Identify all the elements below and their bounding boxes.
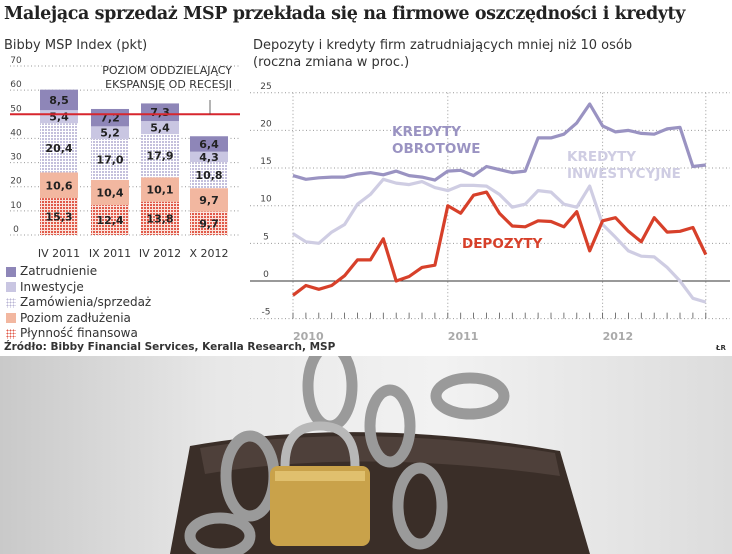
line-x-tick-label: 2011 xyxy=(448,330,479,343)
line-y-tick-label: 25 xyxy=(260,82,271,92)
bar-y-tick-label: 70 xyxy=(10,56,22,66)
bar-legend: Zatrudnienie Inwestycje Zamówienia/sprzeda… xyxy=(6,264,151,342)
bar-y-tick-label: 10 xyxy=(10,201,22,211)
legend-item: Zamówienia/sprzedaż xyxy=(6,295,151,311)
line-y-tick-label: 15 xyxy=(260,157,271,167)
legend-label: Płynność finansowa xyxy=(20,326,138,340)
bar-value-label: 5,4 xyxy=(150,122,170,135)
series-label: OBROTOWE xyxy=(392,141,480,157)
bar-value-label: 8,5 xyxy=(49,94,69,107)
legend-label: Poziom zadłużenia xyxy=(20,310,131,325)
series-line-kredyty-inwestycyjne xyxy=(292,177,707,304)
bar-y-tick-label: 60 xyxy=(10,80,22,90)
legend-item: Poziom zadłużenia xyxy=(6,311,151,327)
legend-item: Płynność finansowa xyxy=(6,326,151,342)
bar-y-tick-label: 30 xyxy=(10,153,22,163)
credit: ŁR xyxy=(716,344,726,352)
series-label: KREDYTY xyxy=(567,149,636,165)
page-title: Malejąca sprzedaż MSP przekłada się na f… xyxy=(4,4,685,24)
bar-segment xyxy=(141,177,179,202)
series-label: INWESTYCYJNE xyxy=(567,166,681,182)
legend-swatch xyxy=(6,328,16,339)
bar-segment xyxy=(190,136,228,152)
bar-segment xyxy=(141,121,179,135)
bar-value-label: 5,4 xyxy=(49,111,69,124)
bar-value-label: 13,8 xyxy=(146,212,173,225)
bar-value-label: 9,7 xyxy=(199,217,219,230)
bar-segment xyxy=(91,126,129,139)
bar-y-tick-label: 40 xyxy=(10,128,22,138)
photo-wallet-chained-padlock xyxy=(0,356,732,554)
bar-value-label: 12,4 xyxy=(96,214,123,227)
line-x-tick-label: 2010 xyxy=(293,330,324,343)
line-y-tick-label: 0 xyxy=(263,270,269,280)
bar-value-label: 17,9 xyxy=(146,150,173,163)
bar-x-tick-label: IX 2011 xyxy=(89,247,131,260)
legend-swatch xyxy=(6,313,16,324)
bar-segment xyxy=(190,211,228,235)
legend-item: Zatrudnienie xyxy=(6,264,151,280)
legend-label: Zamówienia/sprzedaż xyxy=(20,295,152,309)
bar-value-label: 17,0 xyxy=(96,153,123,166)
bar-value-label: 10,8 xyxy=(195,169,222,182)
bar-segment xyxy=(91,205,129,235)
series-line-depozyty xyxy=(292,190,708,297)
annotation-line-1: POZIOM ODDZIELAJĄCY xyxy=(102,64,232,77)
line-x-tick-label: 2012 xyxy=(603,330,634,343)
legend-item: Inwestycje xyxy=(6,280,151,296)
bar-chart-title: Bibby MSP Index (pkt) xyxy=(4,38,148,53)
legend-label: Inwestycje xyxy=(20,279,84,294)
bar-value-label: 9,7 xyxy=(199,194,219,207)
bar-value-label: 10,1 xyxy=(146,183,173,196)
bar-value-label: 6,4 xyxy=(199,138,219,151)
bar-y-tick-label: 20 xyxy=(10,177,22,187)
line-y-tick-label: 5 xyxy=(263,232,269,242)
series-label: KREDYTY xyxy=(392,124,461,140)
bar-segment xyxy=(91,179,129,206)
bar-x-tick-label: X 2012 xyxy=(189,247,228,260)
bar-segment xyxy=(190,151,228,163)
bar-segment xyxy=(141,201,179,235)
bar-value-label: 4,3 xyxy=(199,151,219,164)
series-line-kredyty-obrotowe xyxy=(292,102,706,182)
bar-segment xyxy=(141,134,179,178)
bar-segment xyxy=(40,123,78,173)
bar-value-label: 10,6 xyxy=(45,179,72,192)
line-y-tick-label: 20 xyxy=(260,119,272,129)
bar-y-tick-label: 0 xyxy=(13,225,19,235)
source: Źródło: Bibby Financial Services, Kerall… xyxy=(4,341,336,353)
bar-y-tick-label: 50 xyxy=(10,104,22,114)
bar-segment xyxy=(40,172,78,199)
line-chart-subtitle: (roczna zmiana w proc.) xyxy=(253,55,410,70)
bar-value-label: 7,3 xyxy=(150,106,170,119)
line-y-tick-label: 10 xyxy=(260,195,272,205)
bar-segment xyxy=(190,162,228,189)
line-chart-title: Depozyty i kredyty firm zatrudniających … xyxy=(253,38,633,53)
annotation-line-2: EKSPANSJĘ OD RECESJI xyxy=(105,78,232,91)
bar-x-tick-label: IV 2012 xyxy=(139,247,181,260)
bar-segment xyxy=(190,188,228,212)
line-y-tick-label: -5 xyxy=(262,308,271,318)
bar-segment xyxy=(40,198,78,235)
legend-swatch xyxy=(6,282,16,293)
series-label: DEPOZYTY xyxy=(462,236,543,252)
bar-value-label: 10,4 xyxy=(96,187,123,200)
bar-segment xyxy=(91,138,129,180)
bar-segment xyxy=(40,89,78,111)
bar-value-label: 20,4 xyxy=(45,142,72,155)
legend-label: Zatrudnienie xyxy=(20,264,98,278)
bar-value-label: 15,3 xyxy=(45,211,72,224)
bar-value-label: 5,2 xyxy=(100,127,120,140)
legend-swatch xyxy=(6,266,16,277)
bar-x-tick-label: IV 2011 xyxy=(38,247,80,260)
legend-swatch xyxy=(6,297,16,308)
bar-segment xyxy=(141,103,179,122)
